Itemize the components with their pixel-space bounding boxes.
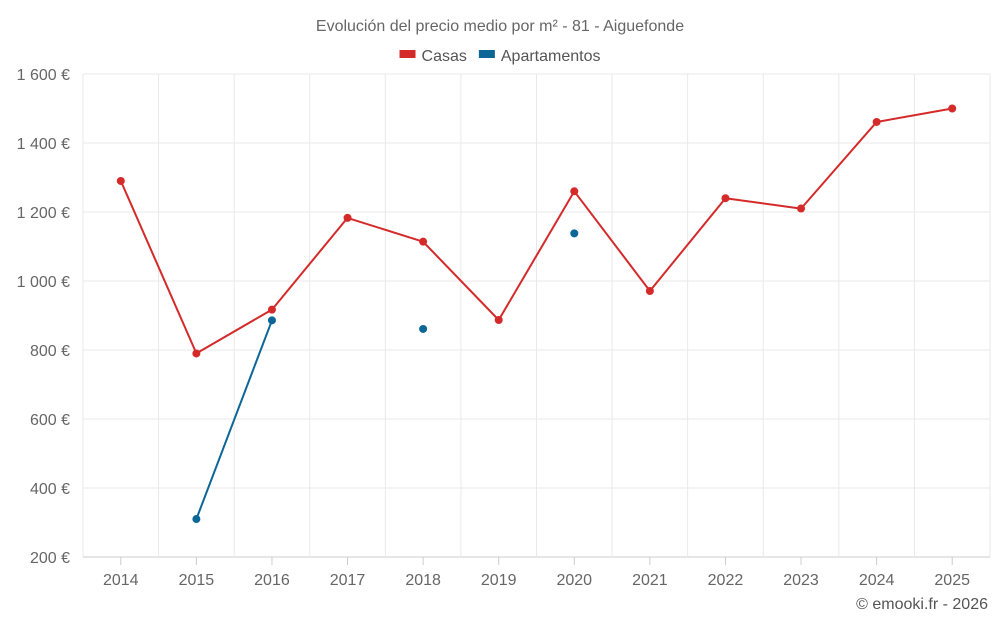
y-tick-label: 800 € — [30, 343, 70, 360]
data-point-casas-2018[interactable] — [419, 237, 428, 246]
x-tick-label: 2019 — [481, 572, 517, 589]
grid — [82, 73, 991, 558]
x-tick-label: 2018 — [405, 572, 441, 589]
y-tick-label: 1 400 € — [17, 136, 70, 153]
y-tick-label: 1 000 € — [17, 274, 70, 291]
data-point-casas-2014[interactable] — [116, 176, 125, 185]
x-tick-label: 2024 — [859, 572, 895, 589]
series-apartamentos — [192, 229, 579, 524]
series-casas — [116, 104, 957, 358]
data-point-apartamentos-2015[interactable] — [192, 515, 201, 524]
x-tick-label: 2017 — [330, 572, 366, 589]
series-line-casas — [119, 107, 953, 355]
x-axis: 2014 2015 2016 2017 2018 2019 2020 2021 2022 2023… — [103, 557, 970, 589]
data-point-casas-2016[interactable] — [267, 305, 276, 314]
x-tick-label: 2016 — [254, 572, 290, 589]
x-tick-label: 2023 — [783, 572, 819, 589]
credit-text: © emooki.fr - 2026 — [856, 596, 988, 613]
data-point-casas-2019[interactable] — [494, 315, 503, 324]
y-axis: 200 € 400 € 600 € 800 € 1 000 € 1 200 € 1 400 … — [17, 67, 70, 567]
data-point-casas-2015[interactable] — [192, 349, 201, 358]
legend-swatch — [399, 50, 416, 58]
data-point-casas-2021[interactable] — [645, 287, 654, 296]
data-point-apartamentos-2018[interactable] — [419, 324, 428, 333]
data-point-casas-2017[interactable] — [343, 213, 352, 222]
y-tick-label: 600 € — [30, 412, 70, 429]
series-layer — [116, 104, 957, 524]
data-point-casas-2025[interactable] — [948, 104, 957, 113]
chart-title: Evolución del precio medio por m² - 81 -… — [316, 18, 684, 35]
x-tick-label: 2014 — [103, 572, 139, 589]
data-point-casas-2022[interactable] — [721, 194, 730, 203]
y-tick-label: 1 600 € — [17, 67, 70, 84]
x-tick-label: 2021 — [632, 572, 668, 589]
data-point-apartamentos-2016[interactable] — [267, 316, 276, 325]
y-tick-label: 1 200 € — [17, 205, 70, 222]
x-tick-label: 2015 — [179, 572, 215, 589]
legend[interactable]: Casas Apartamentos — [399, 48, 601, 65]
data-point-casas-2024[interactable] — [872, 117, 881, 126]
x-tick-label: 2022 — [708, 572, 744, 589]
y-tick-label: 400 € — [30, 481, 70, 498]
data-point-apartamentos-2020[interactable] — [570, 229, 579, 238]
legend-item-apartamentos[interactable]: Apartamentos — [478, 48, 601, 65]
data-point-casas-2023[interactable] — [797, 204, 806, 213]
x-tick-label: 2025 — [934, 572, 970, 589]
legend-label: Casas — [422, 48, 467, 65]
x-tick-label: 2020 — [556, 572, 592, 589]
legend-label: Apartamentos — [501, 48, 601, 65]
legend-item-casas[interactable]: Casas — [399, 48, 467, 65]
data-point-casas-2020[interactable] — [570, 187, 579, 196]
legend-swatch — [478, 50, 495, 58]
y-tick-label: 200 € — [30, 550, 70, 567]
